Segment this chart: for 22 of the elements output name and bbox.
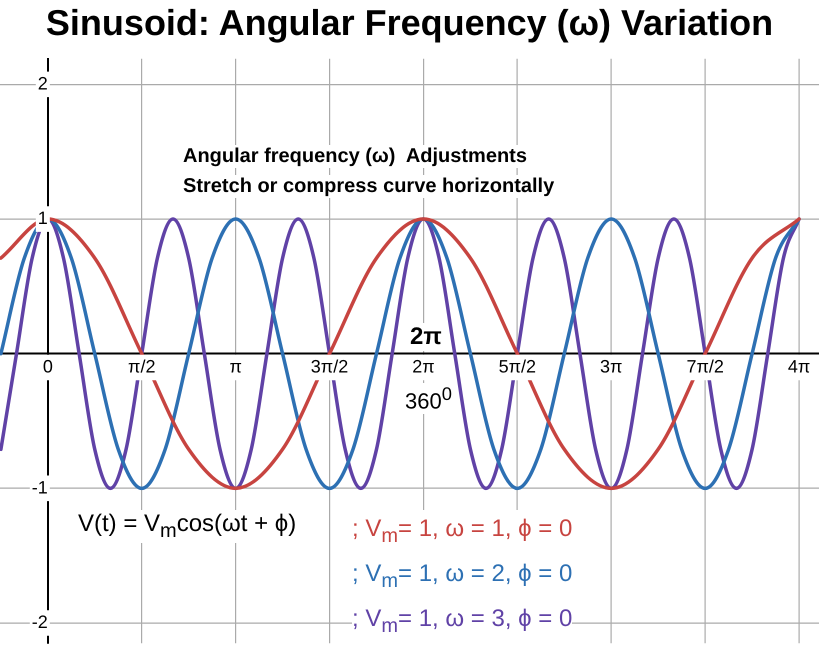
x-tick-label: 2π bbox=[412, 356, 435, 376]
x-tick-label: 4π bbox=[788, 356, 810, 376]
annotation: V(t) = V$_{m}$cos(ωt + ϕ) bbox=[78, 510, 296, 543]
annotation: 360$^{0}$ bbox=[405, 383, 452, 414]
series-label: ; V$_{m}$= 1, ω = 1, ϕ = 0 bbox=[352, 514, 572, 549]
y-tick-label: 1 bbox=[38, 208, 48, 228]
y-tick-label: -1 bbox=[32, 477, 48, 498]
x-tick-label: 7π/2 bbox=[686, 356, 724, 376]
y-tick-label: -2 bbox=[32, 612, 48, 632]
x-tick-label: 3π/2 bbox=[310, 356, 348, 376]
annotation: Stretch or compress curve horizontally bbox=[183, 175, 554, 198]
x-tick-label: 0 bbox=[42, 356, 53, 376]
annotation: 2π bbox=[410, 323, 442, 351]
text: ; V$_{m}$= 1, ω = 2, ϕ = 0 bbox=[352, 558, 572, 594]
x-tick-label: 3π bbox=[600, 356, 622, 376]
x-tick-label: 5π/2 bbox=[498, 356, 536, 376]
y-tick-label: 2 bbox=[38, 73, 48, 94]
annotation: Angular frequency (ω) Adjustments bbox=[183, 145, 527, 168]
text: ; V$_{m}$= 1, ω = 3, ϕ = 0 bbox=[352, 604, 572, 638]
x-tick-label: π bbox=[229, 356, 242, 376]
chart-title: Sinusoid: Angular Frequency (ω) Variation bbox=[44, 1, 774, 45]
x-tick-label: π/2 bbox=[128, 356, 156, 376]
